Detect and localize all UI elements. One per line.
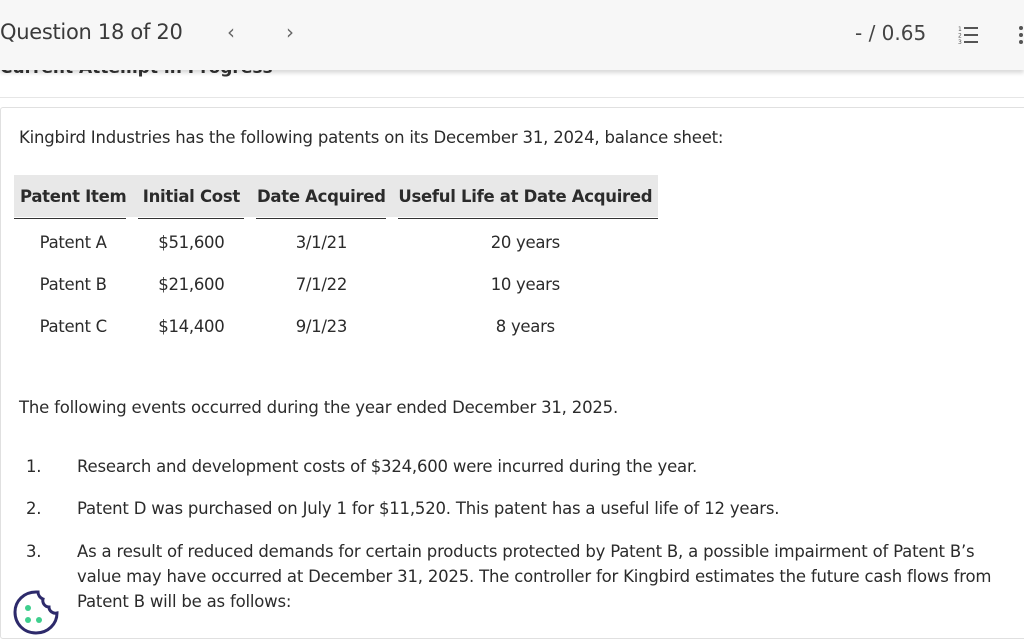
- cell: Patent B: [39, 274, 107, 294]
- previous-question-button[interactable]: ‹: [227, 20, 235, 44]
- event-text: Research and development costs of $324,6…: [77, 457, 698, 476]
- chevron-left-icon: ‹: [227, 20, 235, 44]
- more-vertical-icon[interactable]: [1017, 24, 1024, 46]
- question-counter: Question 18 of 20: [0, 20, 183, 44]
- cell: 8 years: [495, 316, 555, 336]
- column-header: Date Acquired: [250, 175, 393, 219]
- column-header: Patent Item: [14, 175, 133, 219]
- numbered-list-icon[interactable]: 123: [958, 25, 984, 45]
- cell: 9/1/23: [295, 316, 348, 336]
- cell: 7/1/22: [295, 274, 348, 294]
- table-row: Patent B $21,600 7/1/22 10 years: [14, 263, 658, 305]
- event-text: Patent D was purchased on July 1 for $11…: [77, 499, 780, 518]
- event-number: 3.: [26, 542, 42, 561]
- svg-text:2: 2: [958, 33, 962, 40]
- svg-text:1: 1: [958, 26, 962, 33]
- table-row: Patent C $14,400 9/1/23 8 years: [14, 305, 658, 347]
- event-number: 2.: [26, 499, 42, 518]
- cell: 10 years: [490, 274, 561, 294]
- cell: Patent C: [39, 316, 108, 336]
- divider: [0, 97, 1024, 98]
- event-number: 1.: [26, 457, 42, 476]
- cell: $51,600: [158, 232, 225, 252]
- chevron-right-icon: ›: [286, 20, 294, 44]
- cell: Patent A: [39, 232, 107, 252]
- cell: 20 years: [490, 232, 561, 252]
- cell: $21,600: [158, 274, 225, 294]
- event-text: As a result of reduced demands for certa…: [77, 542, 992, 611]
- svg-text:3: 3: [958, 39, 962, 45]
- question-intro: Kingbird Industries has the following pa…: [19, 128, 724, 147]
- score: - / 0.65: [855, 21, 927, 45]
- events-intro: The following events occurred during the…: [19, 398, 619, 417]
- column-header: Initial Cost: [132, 175, 251, 219]
- cell: $14,400: [158, 316, 225, 336]
- cookie-icon[interactable]: [12, 588, 60, 636]
- column-header: Useful Life at Date Acquired: [392, 175, 659, 219]
- table-header-row: Patent Item Initial Cost Date Acquired U…: [14, 175, 659, 219]
- table-row: Patent A $51,600 3/1/21 20 years: [14, 217, 658, 263]
- cell: 3/1/21: [295, 232, 348, 252]
- next-question-button[interactable]: ›: [286, 20, 294, 44]
- patents-table: Patent Item Initial Cost Date Acquired U…: [14, 175, 659, 347]
